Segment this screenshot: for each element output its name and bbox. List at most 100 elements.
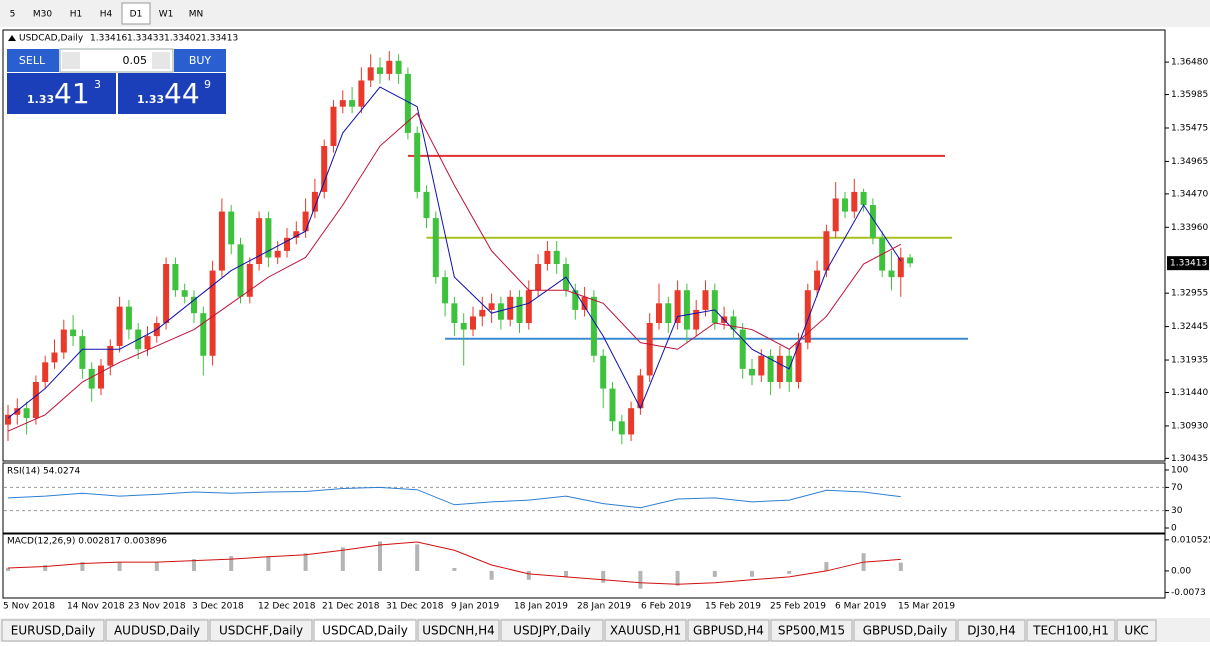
macd-bar: [712, 570, 717, 577]
y-tick-label: 1.35985: [1171, 90, 1208, 100]
y-tick-label: 1.36480: [1171, 58, 1208, 68]
candle-body: [479, 309, 486, 317]
timeframe-button[interactable]: MN: [189, 10, 204, 20]
tab[interactable]: GBPUSD,Daily: [863, 624, 948, 638]
candle-body: [823, 231, 830, 271]
candle-body: [451, 303, 458, 324]
candle-body: [107, 345, 114, 366]
timeframe-button[interactable]: M30: [33, 10, 52, 20]
ohlc-value: 1.33433: [127, 34, 164, 44]
rsi-title: RSI(14) 54.0274: [7, 467, 80, 477]
timeframe-button[interactable]: W1: [159, 10, 174, 20]
tab[interactable]: USDJPY,Daily: [513, 624, 591, 638]
macd-bar: [80, 562, 85, 571]
tab-bg: [209, 619, 313, 642]
tab[interactable]: XAUUSD,H1: [610, 624, 681, 638]
macd-pane: [2, 533, 1166, 599]
y-tick-label: -0.0073: [1171, 588, 1206, 598]
candle-body: [888, 270, 895, 278]
candle-body: [163, 264, 170, 324]
macd-bar: [787, 570, 792, 574]
candle-body: [637, 375, 644, 409]
candle-body: [181, 290, 188, 297]
rsi-pane: [2, 462, 1166, 534]
timeframe-button[interactable]: 5: [10, 10, 16, 20]
timeframe-button[interactable]: D1: [130, 10, 143, 20]
candle-body: [860, 191, 867, 206]
tab[interactable]: EURUSD,Daily: [11, 624, 96, 638]
macd-bar: [43, 565, 48, 571]
candle-body: [795, 342, 802, 382]
x-tick-label: 28 Jan 2019: [577, 602, 631, 612]
moving-average: [7, 112, 902, 432]
tab[interactable]: UKC: [1124, 624, 1148, 638]
sell-price-box: [7, 73, 116, 114]
tab[interactable]: USDCNH,H4: [422, 624, 495, 638]
lot-up: [152, 52, 170, 69]
tab[interactable]: DJ30,H4: [967, 624, 1016, 638]
macd-bar: [117, 562, 122, 571]
macd-title: MACD(12,26,9) 0.002817 0.003896: [7, 537, 167, 547]
timeframe-button[interactable]: H1: [70, 10, 83, 20]
buy-button-bg: [174, 49, 226, 72]
ohlc-value: 1.33413: [201, 34, 238, 44]
candle-body: [665, 303, 672, 324]
x-tick-label: 15 Feb 2019: [705, 602, 761, 612]
macd-bar: [601, 570, 606, 583]
current-price: 1.33413: [1170, 259, 1207, 269]
toolbar: [0, 0, 1210, 27]
macd-bar: [154, 562, 159, 571]
candle-body: [311, 191, 318, 212]
buy-price-box: [118, 73, 226, 114]
lot-input[interactable]: 0.05: [123, 54, 148, 67]
tab-bg: [1116, 619, 1157, 642]
chart-title: USDCAD,Daily: [19, 34, 84, 44]
lot-down: [62, 52, 80, 69]
tab[interactable]: AUDUSD,Daily: [114, 624, 200, 638]
candle-body: [553, 250, 560, 265]
tab[interactable]: USDCAD,Daily: [322, 624, 408, 638]
buy-button[interactable]: BUY: [189, 54, 212, 67]
candle-body: [869, 205, 876, 238]
candle-body: [358, 80, 365, 107]
x-tick-label: 5 Nov 2018: [3, 602, 55, 612]
tab-bg: [957, 619, 1026, 642]
candle-body: [200, 313, 207, 356]
tab-bg: [853, 619, 957, 642]
candle-body: [330, 106, 337, 147]
tab[interactable]: GBPUSD,H4: [693, 624, 764, 638]
candle-body: [395, 60, 402, 74]
macd-bar: [898, 562, 903, 571]
candle-body: [191, 296, 197, 314]
ohlc-value: 1.33402: [164, 34, 201, 44]
x-tick-label: 14 Nov 2018: [67, 602, 125, 612]
sell-button[interactable]: SELL: [19, 54, 46, 67]
x-tick-label: 18 Jan 2019: [514, 602, 568, 612]
tab[interactable]: TECH100,H1: [1032, 624, 1109, 638]
candle-body: [144, 336, 151, 350]
tab[interactable]: SP500,M15: [778, 624, 845, 638]
y-tick-label: 0: [1171, 524, 1177, 534]
candle-body: [377, 67, 383, 74]
timeframe-button[interactable]: H4: [100, 10, 113, 20]
x-tick-label: 9 Jan 2019: [451, 602, 499, 612]
candle-body: [488, 303, 495, 310]
macd-bar: [526, 570, 531, 580]
y-tick-label: 1.30930: [1171, 421, 1208, 431]
candle-body: [265, 218, 272, 258]
macd-bar: [303, 553, 308, 571]
candle-body: [711, 290, 718, 324]
candle-body: [321, 146, 328, 192]
candle-body: [656, 303, 662, 324]
candle-body: [832, 198, 839, 232]
tab-bg: [500, 619, 604, 642]
candle-body: [897, 257, 904, 278]
x-tick-label: 23 Nov 2018: [128, 602, 186, 612]
candle-body: [842, 198, 848, 212]
candle-body: [339, 100, 346, 107]
y-tick-label: 70: [1171, 483, 1183, 493]
macd-bar: [564, 570, 568, 577]
tab[interactable]: USDCHF,Daily: [219, 624, 303, 638]
macd-bar: [6, 567, 10, 571]
candle-body: [693, 309, 700, 330]
